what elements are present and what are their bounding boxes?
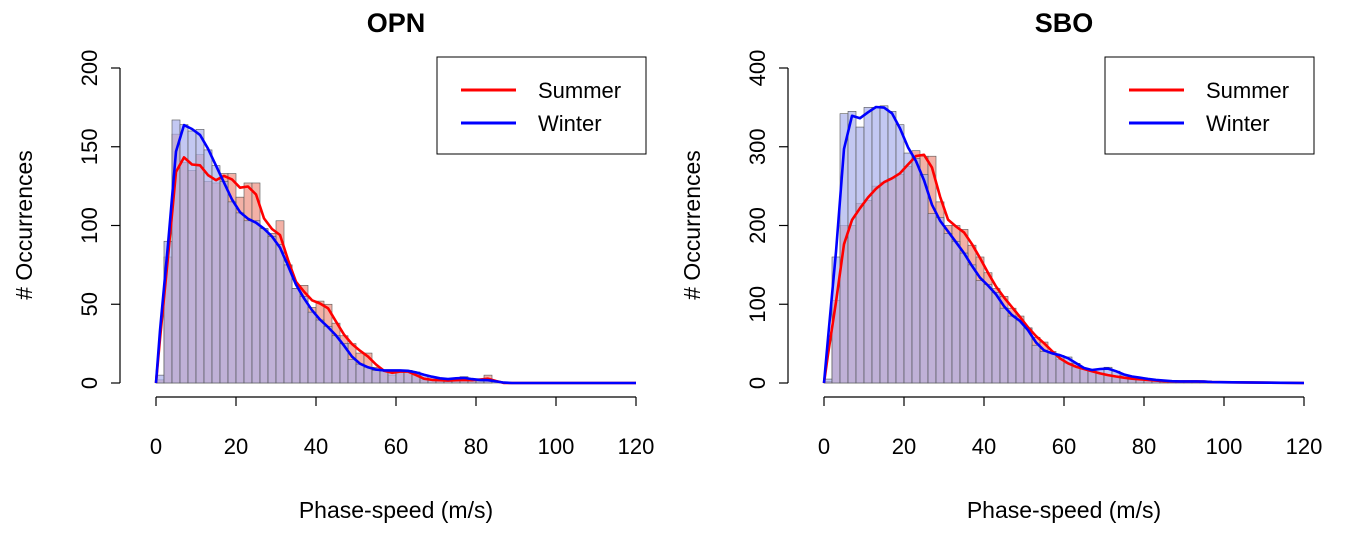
bar-winter	[291, 288, 301, 384]
x-tick-label: 120	[618, 434, 655, 459]
bar-winter	[187, 130, 197, 384]
plot-area	[822, 105, 1305, 385]
y-tick-label: 200	[77, 50, 102, 87]
y-tick-label: 100	[77, 207, 102, 244]
bar-winter	[1039, 351, 1049, 384]
bar-winter	[1031, 344, 1041, 384]
bar-winter	[951, 240, 961, 384]
bar-winter	[219, 181, 229, 384]
legend-label-winter: Winter	[1206, 111, 1270, 136]
x-tick-label: 20	[892, 434, 916, 459]
bar-winter	[283, 264, 293, 384]
bar-winter	[855, 126, 865, 384]
bar-winter	[975, 280, 985, 384]
bars-winter	[155, 119, 501, 384]
bar-winter	[323, 325, 333, 384]
series-line-summer	[154, 156, 636, 385]
y-tick-label: 50	[77, 292, 102, 316]
bar-winter	[259, 228, 269, 384]
bar-winter	[203, 149, 213, 384]
bar-winter	[959, 252, 969, 384]
y-tick-label: 300	[745, 128, 770, 165]
x-axis-label: Phase-speed (m/s)	[967, 497, 1161, 523]
bar-winter	[371, 370, 381, 384]
y-tick-label: 400	[745, 50, 770, 87]
bar-winter	[1007, 315, 1017, 384]
bar-winter	[267, 236, 277, 384]
legend-label-summer: Summer	[1206, 78, 1289, 103]
bar-winter	[983, 284, 993, 384]
bar-winter	[999, 307, 1009, 384]
x-tick-label: 60	[1052, 434, 1076, 459]
x-tick-label: 0	[818, 434, 830, 459]
bar-winter	[943, 233, 953, 384]
series-line-winter	[154, 123, 636, 385]
bar-winter	[903, 152, 913, 384]
bar-winter	[967, 264, 977, 384]
bar-winter	[895, 124, 905, 384]
bar-winter	[911, 158, 921, 384]
bar-winter	[347, 359, 357, 384]
bar-winter	[275, 244, 285, 384]
y-tick-label: 0	[745, 377, 770, 389]
bar-winter	[935, 217, 945, 384]
legend: Summer Winter	[436, 56, 647, 155]
x-tick-label: 0	[150, 434, 162, 459]
bar-winter	[1095, 368, 1105, 384]
bar-winter	[315, 319, 325, 384]
x-tick-label: 80	[464, 434, 488, 459]
bar-winter	[991, 292, 1001, 384]
bar-winter	[1047, 352, 1057, 384]
panel-opn: OPN 0 20 40 60 80 100 120 0 50 100 150 200 Phase-s…	[11, 8, 654, 523]
bar-winter	[871, 107, 881, 384]
x-ticks: 0 20 40 60 80 100 120	[818, 397, 1322, 459]
x-tick-label: 40	[972, 434, 996, 459]
bar-winter	[919, 174, 929, 384]
x-tick-label: 20	[224, 434, 248, 459]
x-tick-label: 40	[304, 434, 328, 459]
bar-winter	[927, 213, 937, 384]
legend-label-summer: Summer	[538, 78, 621, 103]
plot-area	[154, 119, 636, 385]
y-ticks: 0 50 100 150 200	[77, 50, 120, 389]
y-tick-label: 200	[745, 207, 770, 244]
y-tick-label: 0	[77, 377, 102, 389]
x-tick-label: 80	[1132, 434, 1156, 459]
chart-title: OPN	[367, 8, 426, 38]
bar-winter	[243, 220, 253, 384]
chart-title: SBO	[1035, 8, 1094, 38]
bar-winter	[251, 220, 261, 384]
panel-sbo: SBO 0 20 40 60 80 100 120 0 100 200 300 400 Phase-…	[679, 8, 1322, 523]
bar-winter	[227, 201, 237, 384]
x-tick-label: 120	[1286, 434, 1323, 459]
bar-winter	[1015, 319, 1025, 384]
bar-winter	[879, 105, 889, 384]
series-line-winter	[822, 105, 1305, 385]
bar-winter	[355, 363, 365, 384]
bar-winter	[299, 296, 309, 384]
y-axis-label: # Occurrences	[679, 150, 705, 300]
legend-label-winter: Winter	[538, 111, 602, 136]
x-axis-label: Phase-speed (m/s)	[299, 497, 493, 523]
x-tick-label: 100	[538, 434, 575, 459]
bar-winter	[307, 311, 317, 384]
y-axis-label: # Occurrences	[11, 150, 37, 300]
legend-box	[1104, 56, 1315, 155]
x-tick-label: 60	[384, 434, 408, 459]
bar-winter	[235, 212, 245, 384]
y-ticks: 0 100 200 300 400	[745, 50, 788, 389]
y-tick-label: 100	[745, 286, 770, 323]
bar-winter	[847, 111, 857, 384]
bar-winter	[331, 335, 341, 384]
x-ticks: 0 20 40 60 80 100 120	[150, 397, 654, 459]
legend: Summer Winter	[1104, 56, 1315, 155]
bar-winter	[363, 366, 373, 384]
x-tick-label: 100	[1206, 434, 1243, 459]
legend-box	[436, 56, 647, 155]
bar-winter	[211, 165, 221, 384]
bar-winter	[863, 107, 873, 384]
bar-winter	[887, 111, 897, 384]
y-tick-label: 150	[77, 128, 102, 165]
